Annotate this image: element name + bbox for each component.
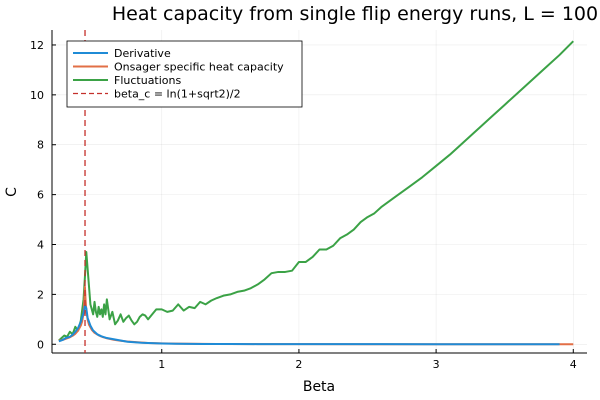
legend-label: beta_c = ln(1+sqrt2)/2 [114,88,241,101]
y-tick-label: 12 [30,39,44,52]
y-tick-label: 8 [37,139,44,152]
legend-label: Derivative [114,47,171,60]
x-axis-title: Beta [303,379,335,395]
y-tick-label: 0 [37,338,44,351]
grid [52,30,587,353]
y-tick-label: 10 [30,89,44,102]
axes [51,30,587,354]
x-tick-label: 3 [433,358,440,371]
chart-title: Heat capacity from single flip energy ru… [112,3,598,25]
x-tick-label: 4 [570,358,577,371]
series-line-derivative [58,304,560,346]
y-axis-title: C [4,187,20,197]
x-tick-label: 2 [295,358,302,371]
legend-label: Fluctuations [114,74,181,87]
y-tick-label: 4 [37,239,44,252]
x-tick-label: 1 [158,358,165,371]
y-tick-label: 2 [37,288,44,301]
y-tick-label: 6 [37,189,44,202]
series-line-fluctuations [58,40,574,342]
legend-label: Onsager specific heat capacity [114,61,284,74]
